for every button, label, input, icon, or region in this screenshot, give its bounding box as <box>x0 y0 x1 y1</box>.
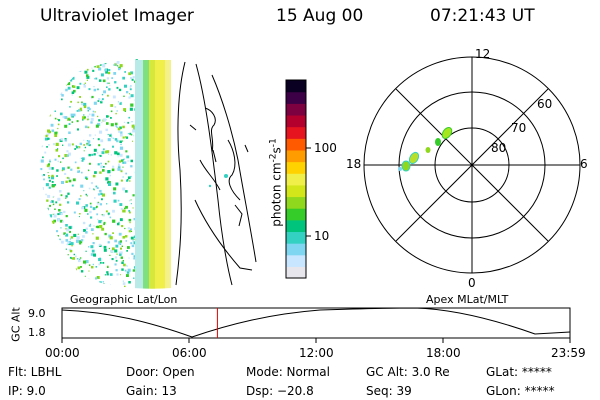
colorbar-segment <box>286 114 306 128</box>
status-dsp: Dsp: −20.8 <box>246 384 314 398</box>
colorbar-segment <box>286 266 306 279</box>
polar-label-60: 60 <box>537 97 553 111</box>
status-glon: GLon: ***** <box>486 384 555 398</box>
timeline-tick-1800: 18:00 <box>426 346 461 360</box>
colorbar-segment <box>286 80 306 93</box>
colorbar-tick-label-10: 10 <box>314 229 330 243</box>
colorbar-segment <box>286 208 306 221</box>
small-specks <box>208 174 228 188</box>
colorbar-segment <box>286 231 306 244</box>
colorbar-segment <box>286 254 306 267</box>
status-mode: Mode: Normal <box>246 365 330 379</box>
date-label: 15 Aug 00 <box>276 6 364 26</box>
polar-diagonal-2 <box>395 88 549 242</box>
timeline-right-title: Apex MLat/MLT <box>426 293 509 306</box>
timeline-y-bottom: 1.8 <box>28 326 46 339</box>
polar-label-70: 70 <box>511 121 527 135</box>
colorbar-segment <box>286 91 306 104</box>
colorbar-gradient <box>286 80 306 279</box>
timeline-y-top: 9.0 <box>28 307 46 320</box>
colorbar-segment <box>286 149 306 163</box>
colorbar-segment <box>286 184 306 198</box>
status-filter: Flt: LBHL <box>8 365 62 379</box>
auroral-oval-points <box>398 127 453 172</box>
altitude-curve <box>61 307 571 338</box>
timeline-tick-1200: 12:00 <box>299 346 334 360</box>
colorbar-segment <box>286 243 306 256</box>
status-seq: Seq: 39 <box>366 384 412 398</box>
polar-label-12: 12 <box>475 47 491 61</box>
colorbar-frame <box>285 79 307 279</box>
coastlines <box>189 63 257 286</box>
status-gc-alt: GC Alt: 3.0 Re <box>366 365 450 379</box>
colorbar-segment <box>286 196 306 209</box>
timeline-tick-0000: 00:00 <box>45 346 80 360</box>
status-glat: GLat: ***** <box>486 365 552 379</box>
polar-label-6: 6 <box>580 157 588 171</box>
status-gain: Gain: 13 <box>126 384 177 398</box>
polar-label-0: 0 <box>468 276 476 290</box>
colorbar-tick-label-100: 100 <box>314 141 337 155</box>
polar-label-18: 18 <box>346 157 362 171</box>
polar-label-80: 80 <box>491 141 507 155</box>
dayside-glow <box>135 60 177 289</box>
timeline-frame <box>61 307 571 339</box>
timeline-tick-0600: 06:00 <box>172 346 207 360</box>
status-door: Door: Open <box>126 365 195 379</box>
colorbar-segment <box>286 138 306 151</box>
time-label: 07:21:43 UT <box>430 6 535 26</box>
timeline-ticks <box>61 338 571 343</box>
colorbar-segment <box>286 173 306 186</box>
instrument-title: Ultraviolet Imager <box>40 6 194 26</box>
map-boundary-line <box>175 61 186 286</box>
colorbar-segment <box>286 103 306 116</box>
colorbar-segment <box>286 219 306 233</box>
colorbar-segment <box>286 126 306 139</box>
timeline-tick-2359: 23:59 <box>551 346 586 360</box>
timeline-left-title: Geographic Lat/Lon <box>70 293 178 306</box>
status-ip: IP: 9.0 <box>8 384 46 398</box>
colorbar-segment <box>286 161 306 174</box>
